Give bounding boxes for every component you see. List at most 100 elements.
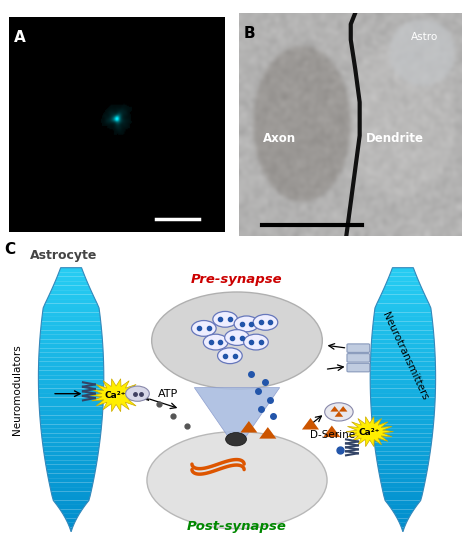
Polygon shape [401, 527, 404, 532]
Text: Ca²⁺: Ca²⁺ [358, 428, 380, 437]
Polygon shape [346, 417, 393, 446]
Polygon shape [38, 375, 104, 380]
Polygon shape [39, 344, 103, 348]
Polygon shape [370, 371, 436, 375]
Polygon shape [378, 464, 428, 469]
Circle shape [126, 386, 149, 401]
Polygon shape [45, 299, 97, 304]
Polygon shape [65, 519, 77, 523]
Text: D-Serine: D-Serine [310, 430, 356, 440]
Polygon shape [57, 272, 85, 277]
Polygon shape [38, 366, 104, 371]
Polygon shape [42, 317, 100, 322]
Polygon shape [375, 447, 431, 451]
Polygon shape [60, 509, 82, 514]
Polygon shape [379, 474, 427, 478]
Polygon shape [371, 402, 435, 406]
Polygon shape [38, 362, 104, 366]
Polygon shape [39, 348, 103, 353]
Polygon shape [49, 482, 93, 487]
Polygon shape [377, 299, 429, 304]
Polygon shape [387, 277, 419, 281]
Polygon shape [240, 421, 257, 433]
Polygon shape [45, 456, 98, 460]
Polygon shape [373, 429, 433, 433]
Polygon shape [39, 402, 103, 406]
Text: Astrocyte: Astrocyte [30, 248, 98, 261]
Polygon shape [371, 348, 435, 353]
Polygon shape [381, 482, 425, 487]
Polygon shape [38, 384, 104, 388]
Polygon shape [380, 478, 426, 482]
Polygon shape [47, 474, 95, 478]
Polygon shape [51, 492, 91, 496]
Polygon shape [43, 443, 100, 447]
Polygon shape [38, 393, 104, 398]
Circle shape [325, 403, 353, 421]
Circle shape [244, 334, 268, 350]
Ellipse shape [147, 432, 327, 529]
Polygon shape [392, 509, 414, 514]
Polygon shape [372, 420, 434, 424]
Text: Dendrite: Dendrite [366, 132, 424, 146]
Polygon shape [382, 487, 424, 492]
Circle shape [225, 330, 249, 345]
Polygon shape [370, 366, 436, 371]
FancyBboxPatch shape [347, 353, 370, 362]
Polygon shape [39, 398, 103, 402]
Polygon shape [372, 424, 434, 429]
Polygon shape [59, 267, 83, 272]
Polygon shape [57, 505, 85, 509]
Polygon shape [371, 353, 435, 357]
Polygon shape [375, 451, 430, 456]
Polygon shape [52, 496, 90, 501]
Polygon shape [90, 379, 142, 412]
Circle shape [213, 311, 237, 327]
Polygon shape [372, 415, 434, 420]
Text: Ca²⁺: Ca²⁺ [105, 391, 127, 400]
Polygon shape [38, 380, 104, 384]
Circle shape [253, 315, 278, 330]
Text: Neurotransmitters: Neurotransmitters [381, 310, 430, 401]
Polygon shape [39, 339, 103, 344]
Polygon shape [374, 312, 432, 317]
Polygon shape [38, 371, 104, 375]
Polygon shape [383, 492, 423, 496]
Polygon shape [371, 339, 435, 344]
Polygon shape [370, 388, 436, 393]
FancyBboxPatch shape [347, 363, 370, 372]
Polygon shape [397, 519, 409, 523]
Polygon shape [45, 460, 97, 464]
Polygon shape [385, 281, 420, 286]
FancyBboxPatch shape [347, 344, 370, 352]
Circle shape [218, 348, 242, 364]
Polygon shape [381, 290, 425, 295]
Polygon shape [374, 443, 431, 447]
Polygon shape [400, 523, 406, 527]
Polygon shape [371, 398, 435, 402]
Polygon shape [370, 384, 436, 388]
Text: C: C [5, 242, 16, 257]
Polygon shape [371, 406, 435, 411]
Ellipse shape [152, 292, 322, 389]
Text: Astro: Astro [410, 32, 438, 42]
Text: B: B [244, 26, 255, 42]
Polygon shape [49, 290, 93, 295]
Text: Pre-synapse: Pre-synapse [191, 273, 283, 286]
Polygon shape [48, 478, 94, 482]
Polygon shape [395, 514, 411, 519]
Polygon shape [371, 344, 435, 348]
Text: A: A [14, 30, 26, 44]
Polygon shape [42, 312, 100, 317]
Circle shape [191, 321, 216, 336]
Polygon shape [371, 357, 435, 362]
Polygon shape [391, 267, 415, 272]
Polygon shape [43, 308, 100, 312]
Polygon shape [374, 438, 432, 443]
Polygon shape [389, 272, 417, 277]
Polygon shape [370, 375, 436, 380]
Polygon shape [39, 406, 103, 411]
Polygon shape [47, 295, 95, 299]
Text: Axon: Axon [263, 132, 296, 146]
Circle shape [234, 316, 259, 332]
